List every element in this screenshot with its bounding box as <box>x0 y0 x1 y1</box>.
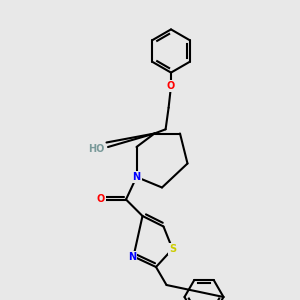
Text: N: N <box>132 172 141 182</box>
Text: HO: HO <box>88 143 104 154</box>
Text: N: N <box>128 251 136 262</box>
Text: O: O <box>167 81 175 91</box>
Text: S: S <box>169 244 176 254</box>
Text: O: O <box>97 194 105 205</box>
